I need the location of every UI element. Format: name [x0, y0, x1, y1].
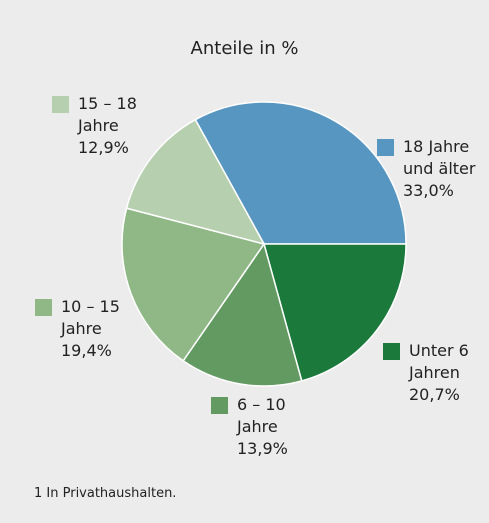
- legend-swatch: [35, 299, 52, 316]
- legend-item: 18 Jahre und älter 33,0%: [377, 136, 489, 202]
- legend-swatch: [377, 139, 394, 156]
- chart-title: Anteile in %: [190, 38, 299, 59]
- value-label: 20,7%: [409, 385, 460, 404]
- pie-slice: [121, 207, 266, 362]
- value-label: 19,4%: [61, 341, 112, 360]
- legend-label: 15 – 18 Jahre: [78, 94, 137, 135]
- legend-label: 18 Jahre und älter: [403, 137, 476, 178]
- value-label: 12,9%: [78, 138, 129, 157]
- legend-item: Unter 6 Jahren 20,7%: [383, 340, 489, 406]
- legend-label: Unter 6 Jahren: [409, 341, 469, 382]
- legend-label: 6 – 10 Jahre: [237, 395, 286, 436]
- pie-slice: [263, 243, 407, 382]
- pie-slice: [182, 242, 303, 387]
- legend-item: 10 – 15 Jahre 19,4%: [35, 296, 131, 362]
- legend-swatch: [383, 343, 400, 360]
- value-label: 33,0%: [403, 181, 454, 200]
- footnote: 1 In Privathaushalten.: [34, 486, 177, 501]
- legend-swatch: [52, 96, 69, 113]
- pie-slice: [125, 118, 266, 246]
- legend-label: 10 – 15 Jahre: [61, 297, 120, 338]
- pie-slice: [194, 101, 407, 245]
- value-label: 13,9%: [237, 439, 288, 458]
- legend-item: 15 – 18 Jahre 12,9%: [52, 93, 148, 159]
- legend-item: 6 – 10 Jahre 13,9%: [211, 394, 307, 460]
- legend-swatch: [211, 397, 228, 414]
